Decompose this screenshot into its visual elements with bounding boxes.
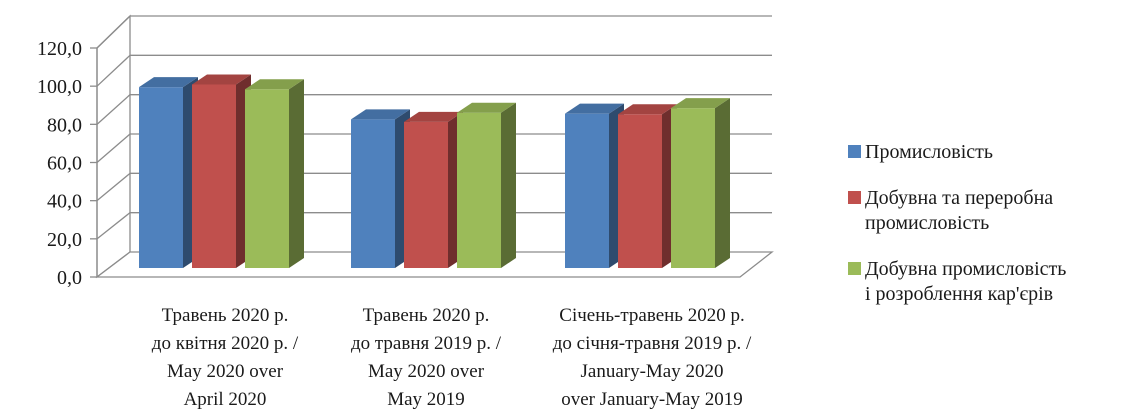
x-axis-categories: Травень 2020 р. до квітня 2020 р. / May 20… (152, 305, 752, 410)
legend-item-mining-manufacturing: Добувна та переробна промисловість (848, 186, 1143, 236)
bar (457, 102, 516, 269)
gridline-side (96, 94, 131, 125)
bar-front (404, 121, 448, 268)
bar (618, 104, 677, 268)
y-tick-label: 40,0 (47, 191, 82, 213)
x-category-label: Травень 2020 р. до квітня 2020 р. / May 20… (152, 305, 299, 410)
bar-front (139, 87, 183, 268)
x-category-label: Травень 2020 р. до травня 2019 р. / May 20… (351, 305, 502, 410)
bar-front (351, 119, 395, 268)
bar (671, 98, 730, 268)
gridline-side (96, 54, 131, 87)
bar-top (404, 111, 463, 122)
y-tick-label: 0,0 (57, 267, 82, 289)
bars (139, 74, 730, 269)
legend: Промисловість Добувна та переробна проми… (848, 140, 1143, 328)
bar-top (565, 103, 624, 114)
side-wall (96, 14, 131, 279)
legend-item-industry: Промисловість (848, 140, 1143, 165)
bar-front (245, 89, 289, 269)
bar-top (351, 109, 410, 120)
bar-side (715, 98, 730, 268)
y-tick-label: 80,0 (47, 114, 82, 136)
bar-front (618, 114, 662, 268)
legend-label-industry: Промисловість (865, 141, 994, 163)
bar (404, 111, 463, 268)
bar-front (671, 108, 715, 268)
bar (139, 77, 198, 268)
bar-side (501, 102, 516, 269)
legend-swatch-industry (848, 145, 861, 158)
bar-top (139, 77, 198, 88)
gridline-side (96, 133, 131, 163)
bar-side (289, 79, 304, 269)
bar-top (671, 98, 730, 109)
legend-label-mining-manufacturing: Добувна та переробна промисловість (865, 187, 1054, 234)
gridline-side (96, 172, 131, 202)
bar (192, 74, 251, 268)
bar-top (457, 102, 516, 113)
legend-swatch-mining-quarrying (848, 262, 861, 275)
y-tick-label: 20,0 (47, 229, 82, 251)
gridline-side (96, 212, 131, 240)
y-tick-label: 120,0 (37, 38, 82, 60)
legend-item-mining-quarrying: Добувна промисловість і розроблення кар'… (848, 257, 1143, 307)
bar-front (457, 112, 501, 269)
bar-front (192, 84, 236, 268)
legend-swatch-mining-manufacturing (848, 191, 861, 204)
bar (351, 109, 410, 268)
bar-top (618, 104, 677, 115)
bar-front (565, 113, 609, 269)
y-axis-ticks: 0,0 20,0 40,0 60,0 80,0 100,0 120,0 (37, 38, 98, 289)
bar-top (192, 74, 251, 85)
y-tick-label: 100,0 (37, 76, 82, 98)
legend-label-mining-quarrying: Добувна промисловість і розроблення кар'… (865, 258, 1067, 305)
gridline-side (96, 15, 131, 49)
y-tick-label: 60,0 (47, 153, 82, 175)
bar-top (245, 79, 304, 90)
bar (565, 103, 624, 269)
bar (245, 79, 304, 269)
x-category-label: Січень-травень 2020 р. до січня-травня 20… (553, 305, 752, 410)
